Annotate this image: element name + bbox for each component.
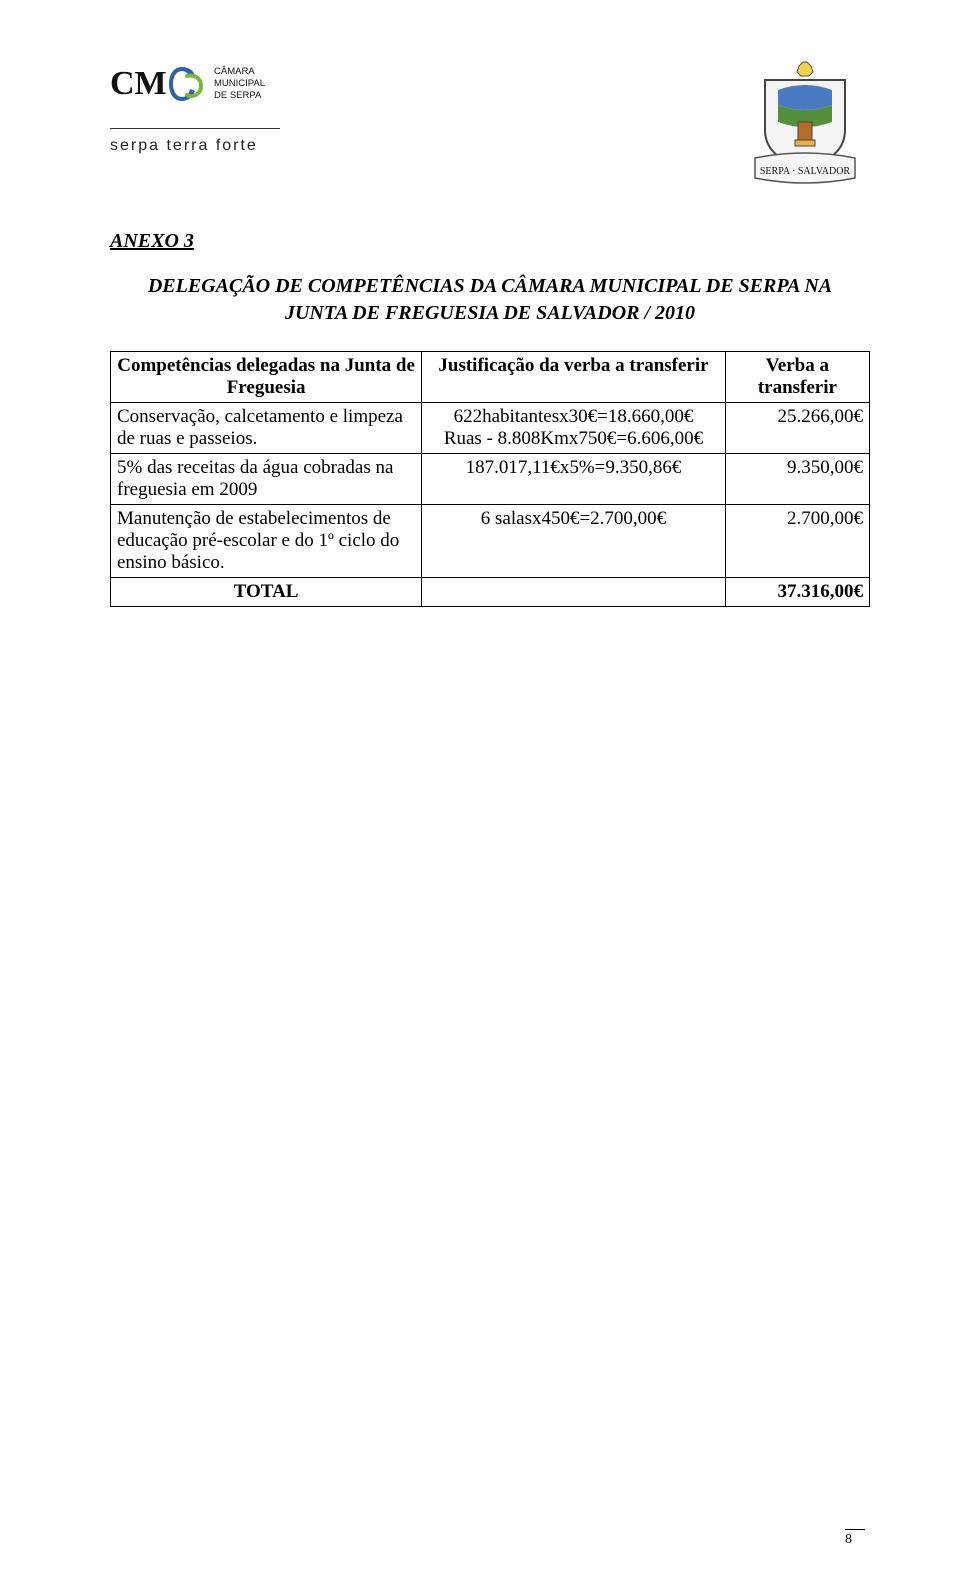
document-title: DELEGAÇÃO DE COMPETÊNCIAS DA CÂMARA MUNI… bbox=[110, 273, 870, 327]
total-blank bbox=[422, 578, 726, 607]
cell-verba: 2.700,00€ bbox=[725, 505, 869, 578]
svg-text:CÂMARA: CÂMARA bbox=[214, 66, 255, 77]
table-row: Conservação, calcetamento e limpeza de r… bbox=[111, 403, 870, 454]
table-row: Manutenção de estabelecimentos de educaç… bbox=[111, 505, 870, 578]
logo-right-block: SERPA · SALVADOR bbox=[740, 60, 870, 200]
cell-competencia: 5% das receitas da água cobradas na freg… bbox=[111, 454, 422, 505]
total-label: TOTAL bbox=[111, 578, 422, 607]
table-row: 5% das receitas da água cobradas na freg… bbox=[111, 454, 870, 505]
cell-verba: 25.266,00€ bbox=[725, 403, 869, 454]
logo-left-block: CM CÂMARA MUNICIPAL DE SERPA serpa terra… bbox=[110, 60, 310, 155]
col-header-justificacao: Justificação da verba a transferir bbox=[422, 352, 726, 403]
cell-justificacao: 6 salasx450€=2.700,00€ bbox=[422, 505, 726, 578]
justif-line: 187.017,11€x5%=9.350,86€ bbox=[466, 457, 682, 478]
header-divider bbox=[110, 128, 280, 129]
justif-line: 6 salasx450€=2.700,00€ bbox=[481, 508, 666, 529]
page: CM CÂMARA MUNICIPAL DE SERPA serpa terra… bbox=[0, 0, 960, 1586]
svg-text:CM: CM bbox=[110, 65, 167, 102]
title-line-2: JUNTA DE FREGUESIA DE SALVADOR / 2010 bbox=[285, 302, 695, 324]
cell-justificacao: 622habitantesx30€=18.660,00€ Ruas - 8.80… bbox=[422, 403, 726, 454]
page-number: 8 bbox=[845, 1529, 865, 1548]
cell-competencia: Conservação, calcetamento e limpeza de r… bbox=[111, 403, 422, 454]
svg-text:DE SERPA: DE SERPA bbox=[214, 90, 262, 101]
justif-line: 622habitantesx30€=18.660,00€ bbox=[454, 406, 694, 427]
table-header-row: Competências delegadas na Junta de Fregu… bbox=[111, 352, 870, 403]
slogan-text: serpa terra forte bbox=[110, 137, 310, 155]
page-number-value: 8 bbox=[845, 1532, 852, 1547]
cell-verba: 9.350,00€ bbox=[725, 454, 869, 505]
table-total-row: TOTAL 37.316,00€ bbox=[111, 578, 870, 607]
cell-competencia: Manutenção de estabelecimentos de educaç… bbox=[111, 505, 422, 578]
coat-of-arms-icon: SERPA · SALVADOR bbox=[740, 60, 870, 200]
competencias-table: Competências delegadas na Junta de Fregu… bbox=[110, 351, 870, 607]
justif-line: Ruas - 8.808Kmx750€=6.606,00€ bbox=[444, 428, 703, 449]
cell-justificacao: 187.017,11€x5%=9.350,86€ bbox=[422, 454, 726, 505]
anexo-heading: ANEXO 3 bbox=[110, 230, 870, 253]
title-line-1: DELEGAÇÃO DE COMPETÊNCIAS DA CÂMARA MUNI… bbox=[148, 275, 832, 297]
total-value: 37.316,00€ bbox=[725, 578, 869, 607]
col-header-verba: Verba a transferir bbox=[725, 352, 869, 403]
header: CM CÂMARA MUNICIPAL DE SERPA serpa terra… bbox=[110, 60, 870, 200]
cm-serpa-logo-icon: CM CÂMARA MUNICIPAL DE SERPA bbox=[110, 60, 310, 116]
crest-banner-text: SERPA · SALVADOR bbox=[760, 166, 851, 177]
col-header-competencias: Competências delegadas na Junta de Fregu… bbox=[111, 352, 422, 403]
svg-text:MUNICIPAL: MUNICIPAL bbox=[214, 78, 265, 89]
